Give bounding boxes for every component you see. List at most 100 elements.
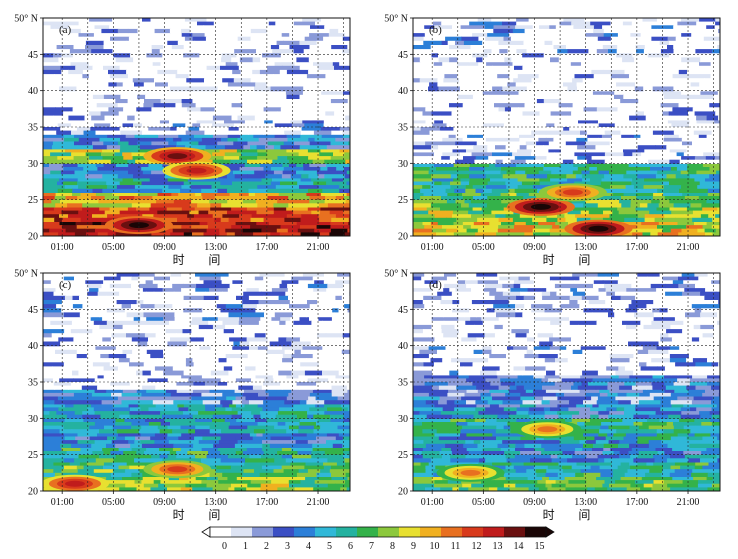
heatmap-cell bbox=[697, 228, 706, 233]
heatmap-cell bbox=[413, 45, 432, 50]
heatmap-cell bbox=[257, 167, 265, 172]
heatmap-cell bbox=[199, 345, 212, 351]
heatmap-cell bbox=[639, 392, 651, 398]
heatmap-cell bbox=[567, 57, 582, 63]
heatmap-cell bbox=[227, 454, 250, 459]
heatmap-cell bbox=[641, 221, 660, 226]
heatmap-cell bbox=[137, 232, 152, 236]
heatmap-cell bbox=[218, 358, 228, 363]
heatmap-cell bbox=[54, 74, 72, 79]
heatmap-cell bbox=[110, 451, 124, 456]
heatmap-cell bbox=[205, 407, 216, 412]
heatmap-cell bbox=[589, 349, 609, 355]
heatmap-cell bbox=[256, 145, 266, 150]
heatmap-cell bbox=[714, 156, 720, 161]
heatmap-cell bbox=[428, 354, 438, 359]
heatmap-cell bbox=[52, 366, 62, 372]
heatmap-cell bbox=[71, 407, 88, 412]
heatmap-cell bbox=[259, 273, 267, 278]
heatmap-cell bbox=[583, 472, 601, 477]
heatmap-cell bbox=[693, 99, 715, 104]
heatmap-cell bbox=[591, 396, 599, 401]
heatmap-cell bbox=[265, 389, 278, 394]
heatmap-cell bbox=[699, 411, 711, 416]
heatmap-cell bbox=[101, 422, 116, 427]
heatmap-cell bbox=[89, 425, 105, 430]
heatmap-cell bbox=[248, 382, 264, 387]
heatmap-cell bbox=[73, 287, 90, 293]
heatmap-cell bbox=[449, 156, 464, 161]
heatmap-cell bbox=[430, 358, 443, 363]
heatmap-cell bbox=[458, 487, 469, 491]
heatmap-cell bbox=[670, 465, 681, 470]
heatmap-cell bbox=[252, 57, 261, 63]
heatmap-cell bbox=[282, 358, 294, 363]
heatmap-cell bbox=[598, 78, 606, 83]
heatmap-cell bbox=[229, 21, 238, 26]
heatmap-cell bbox=[300, 134, 323, 139]
heatmap-cell bbox=[503, 483, 516, 488]
heatmap-cell bbox=[99, 304, 123, 309]
heatmap-cell bbox=[663, 94, 673, 100]
heatmap-cell bbox=[596, 82, 617, 88]
heatmap-cell bbox=[586, 385, 597, 390]
heatmap-cell bbox=[539, 111, 552, 117]
heatmap-cell bbox=[142, 411, 161, 416]
heatmap-cell bbox=[140, 440, 155, 445]
heatmap-cell bbox=[498, 461, 512, 467]
heatmap-cell bbox=[535, 225, 553, 230]
heatmap-cell bbox=[193, 382, 206, 387]
heatmap-cell bbox=[712, 366, 720, 372]
heatmap-cell bbox=[43, 345, 62, 351]
heatmap-cell bbox=[249, 341, 261, 347]
heatmap-cell bbox=[112, 385, 123, 390]
heatmap-cell bbox=[710, 378, 720, 383]
heatmap-cell bbox=[413, 107, 426, 113]
heatmap-cell bbox=[82, 206, 100, 212]
heatmap-cell bbox=[43, 422, 62, 427]
heatmap-cell bbox=[262, 74, 274, 79]
heatmap-cell bbox=[586, 440, 597, 445]
heatmap-cell bbox=[146, 349, 164, 355]
heatmap-cell bbox=[244, 163, 261, 168]
heatmap-cell bbox=[71, 130, 85, 135]
heatmap-cell bbox=[180, 425, 196, 430]
heatmap-cell bbox=[276, 440, 297, 445]
heatmap-cell bbox=[276, 389, 292, 394]
heatmap-cell bbox=[242, 280, 263, 285]
heatmap-cell bbox=[718, 28, 720, 34]
heatmap-cell bbox=[716, 454, 720, 459]
heatmap-cell bbox=[522, 370, 538, 376]
heatmap-cell bbox=[78, 454, 100, 459]
heatmap-cell bbox=[682, 192, 701, 197]
heatmap-cell bbox=[694, 177, 706, 183]
heatmap-cell bbox=[533, 389, 547, 394]
heatmap-cell bbox=[339, 185, 350, 190]
heatmap-cell bbox=[162, 414, 185, 419]
heatmap-cell bbox=[604, 111, 618, 117]
heatmap-cell bbox=[94, 378, 111, 383]
heatmap-cell bbox=[691, 32, 703, 38]
heatmap-cell bbox=[349, 273, 350, 278]
heatmap-cell bbox=[508, 396, 521, 401]
heatmap-cell bbox=[56, 45, 75, 50]
heatmap-cell bbox=[572, 454, 587, 459]
heatmap-cell bbox=[311, 320, 323, 326]
heatmap-cell bbox=[617, 45, 637, 50]
heatmap-cell bbox=[595, 385, 609, 390]
heatmap-cell bbox=[51, 333, 64, 338]
heatmap-cell bbox=[86, 148, 103, 153]
heatmap-cell bbox=[467, 329, 485, 334]
heatmap-cell bbox=[543, 53, 563, 59]
heatmap-cell bbox=[429, 217, 448, 222]
heatmap-cell bbox=[211, 283, 231, 289]
heatmap-cell bbox=[170, 107, 188, 113]
heatmap-cell bbox=[532, 349, 542, 355]
heatmap-cell bbox=[413, 141, 426, 146]
heatmap-cell bbox=[256, 61, 276, 67]
heatmap-cell bbox=[84, 228, 96, 233]
heatmap-cell bbox=[443, 69, 467, 75]
heatmap-cell bbox=[500, 447, 516, 452]
heatmap-cell bbox=[109, 206, 129, 212]
heatmap-cell bbox=[136, 389, 147, 394]
